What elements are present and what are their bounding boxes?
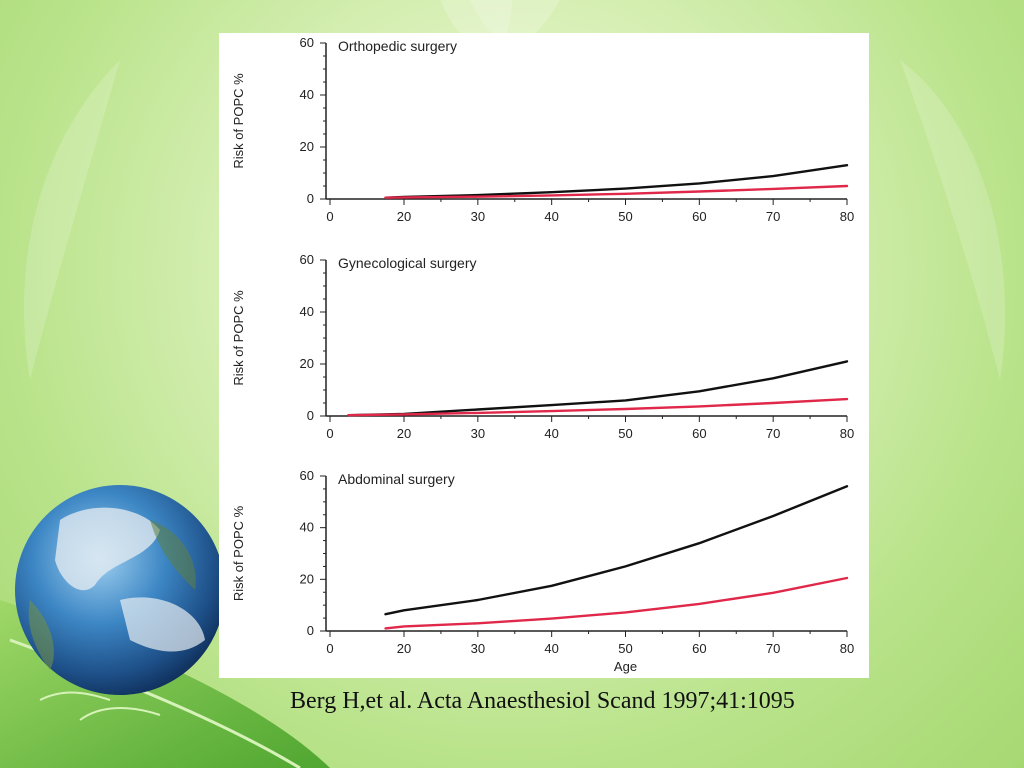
chart-panel-3: 0 20 40 60 0 20 30 40 50 60 70 80 Abdominal surgery R… <box>231 468 854 674</box>
x-tick-label: 0 <box>326 209 333 224</box>
y-tick-label: 60 <box>300 468 314 483</box>
chart-title: Orthopedic surgery <box>338 38 457 54</box>
y-axis-label: Risk of POPC % <box>231 73 246 169</box>
chart-title: Abdominal surgery <box>338 471 455 487</box>
x-tick-label: 70 <box>766 641 780 656</box>
x-tick-label: 40 <box>544 641 558 656</box>
y-tick-label: 0 <box>307 623 314 638</box>
x-tick-label: 60 <box>692 209 706 224</box>
x-tick-label: 0 <box>326 641 333 656</box>
series-line-red <box>384 184 849 199</box>
y-tick-label: 40 <box>300 520 314 535</box>
y-tick-label: 40 <box>300 87 314 102</box>
series-line-red <box>347 397 849 417</box>
x-tick-label: 50 <box>618 426 632 441</box>
series-line-black <box>347 360 849 417</box>
x-tick-label: 20 <box>397 209 411 224</box>
globe-image <box>15 485 225 695</box>
x-tick-label: 70 <box>766 209 780 224</box>
chart-title: Gynecological surgery <box>338 255 477 271</box>
x-tick-label: 80 <box>840 426 854 441</box>
x-tick-label: 40 <box>544 209 558 224</box>
x-tick-label: 80 <box>840 641 854 656</box>
y-tick-label: 0 <box>307 191 314 206</box>
x-tick-label: 0 <box>326 426 333 441</box>
y-tick-label: 0 <box>307 408 314 423</box>
series-line-red <box>384 576 849 630</box>
x-tick-label: 30 <box>471 209 485 224</box>
y-tick-label: 20 <box>300 571 314 586</box>
x-axis-label: Age <box>614 659 637 674</box>
y-tick-label: 20 <box>300 139 314 154</box>
x-tick-label: 80 <box>840 209 854 224</box>
x-tick-label: 20 <box>397 641 411 656</box>
y-axis-label: Risk of POPC % <box>231 505 246 601</box>
x-tick-label: 50 <box>618 641 632 656</box>
x-tick-label: 60 <box>692 426 706 441</box>
x-tick-label: 40 <box>544 426 558 441</box>
charts-figure: 0 20 40 60 0 20 30 40 50 60 70 80 Orthopedic surgery… <box>231 35 854 674</box>
chart-panel-2: 0 20 40 60 0 20 30 40 50 60 70 80 Gynecological surg… <box>231 252 854 441</box>
x-tick-label: 60 <box>692 641 706 656</box>
figure-panel: 0 20 40 60 0 20 30 40 50 60 70 80 Orthopedic surgery… <box>219 33 869 678</box>
chart-panel-1: 0 20 40 60 0 20 30 40 50 60 70 80 Orthopedic surgery… <box>231 35 854 224</box>
series-line-black <box>384 485 849 616</box>
x-tick-label: 30 <box>471 426 485 441</box>
x-tick-label: 30 <box>471 641 485 656</box>
y-tick-label: 60 <box>300 35 314 50</box>
x-tick-label: 20 <box>397 426 411 441</box>
y-tick-label: 60 <box>300 252 314 267</box>
y-tick-label: 40 <box>300 304 314 319</box>
x-tick-label: 50 <box>618 209 632 224</box>
citation-text: Berg H,et al. Acta Anaesthesiol Scand 19… <box>290 688 795 714</box>
y-tick-label: 20 <box>300 356 314 371</box>
y-axis-label: Risk of POPC % <box>231 290 246 386</box>
x-tick-label: 70 <box>766 426 780 441</box>
